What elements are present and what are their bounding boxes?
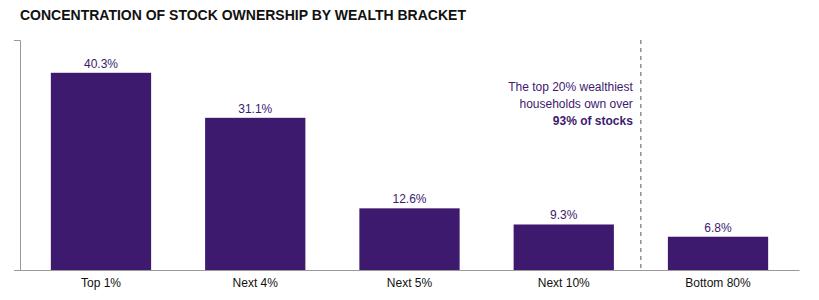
annotation-line: The top 20% wealthiest — [508, 80, 633, 94]
x-tick-label: Top 1% — [81, 276, 121, 290]
x-tick: Top 1% — [81, 276, 121, 290]
annotation-line: households own over — [519, 97, 632, 111]
x-tick: Next 10% — [538, 276, 590, 290]
bars — [51, 73, 768, 270]
x-tick-label: Bottom 80% — [685, 276, 751, 290]
data-label: 40.3% — [84, 57, 118, 71]
y-axis-line — [14, 41, 21, 271]
data-labels: 40.3% 31.1% 12.6% 9.3% 6.8% — [84, 57, 732, 235]
x-tick: Bottom 80% — [685, 276, 751, 290]
bar — [514, 224, 614, 270]
x-tick: Next 5% — [387, 276, 433, 290]
data-label: 12.6% — [392, 192, 426, 206]
bar — [359, 208, 459, 270]
x-axis: Top 1% Next 4% Next 5% Next 10% Bottom 80% — [21, 271, 800, 290]
bar — [51, 73, 151, 270]
data-label: 9.3% — [550, 208, 578, 222]
divider-line — [640, 40, 641, 270]
data-label: 31.1% — [238, 102, 272, 116]
plot: 40.3% 31.1% 12.6% 9.3% 6.8% Top 1% Next 4% Next… — [14, 40, 800, 290]
x-tick: Next 4% — [233, 276, 279, 290]
bar — [205, 118, 305, 270]
annotation-line: 93% of stocks — [553, 114, 633, 128]
data-label: 6.8% — [704, 221, 732, 235]
chart: 40.3% 31.1% 12.6% 9.3% 6.8% Top 1% Next 4% Next… — [0, 0, 819, 300]
x-tick-label: Next 10% — [538, 276, 590, 290]
bar — [668, 237, 768, 270]
annotation: The top 20% wealthiest households own ove… — [508, 80, 633, 128]
title: CONCENTRATION OF STOCK OWNERSHIP BY WEAL… — [20, 7, 466, 23]
x-axis-line — [21, 270, 800, 271]
y-axis — [14, 41, 21, 271]
x-tick-label: Next 5% — [387, 276, 433, 290]
x-tick-label: Next 4% — [233, 276, 279, 290]
